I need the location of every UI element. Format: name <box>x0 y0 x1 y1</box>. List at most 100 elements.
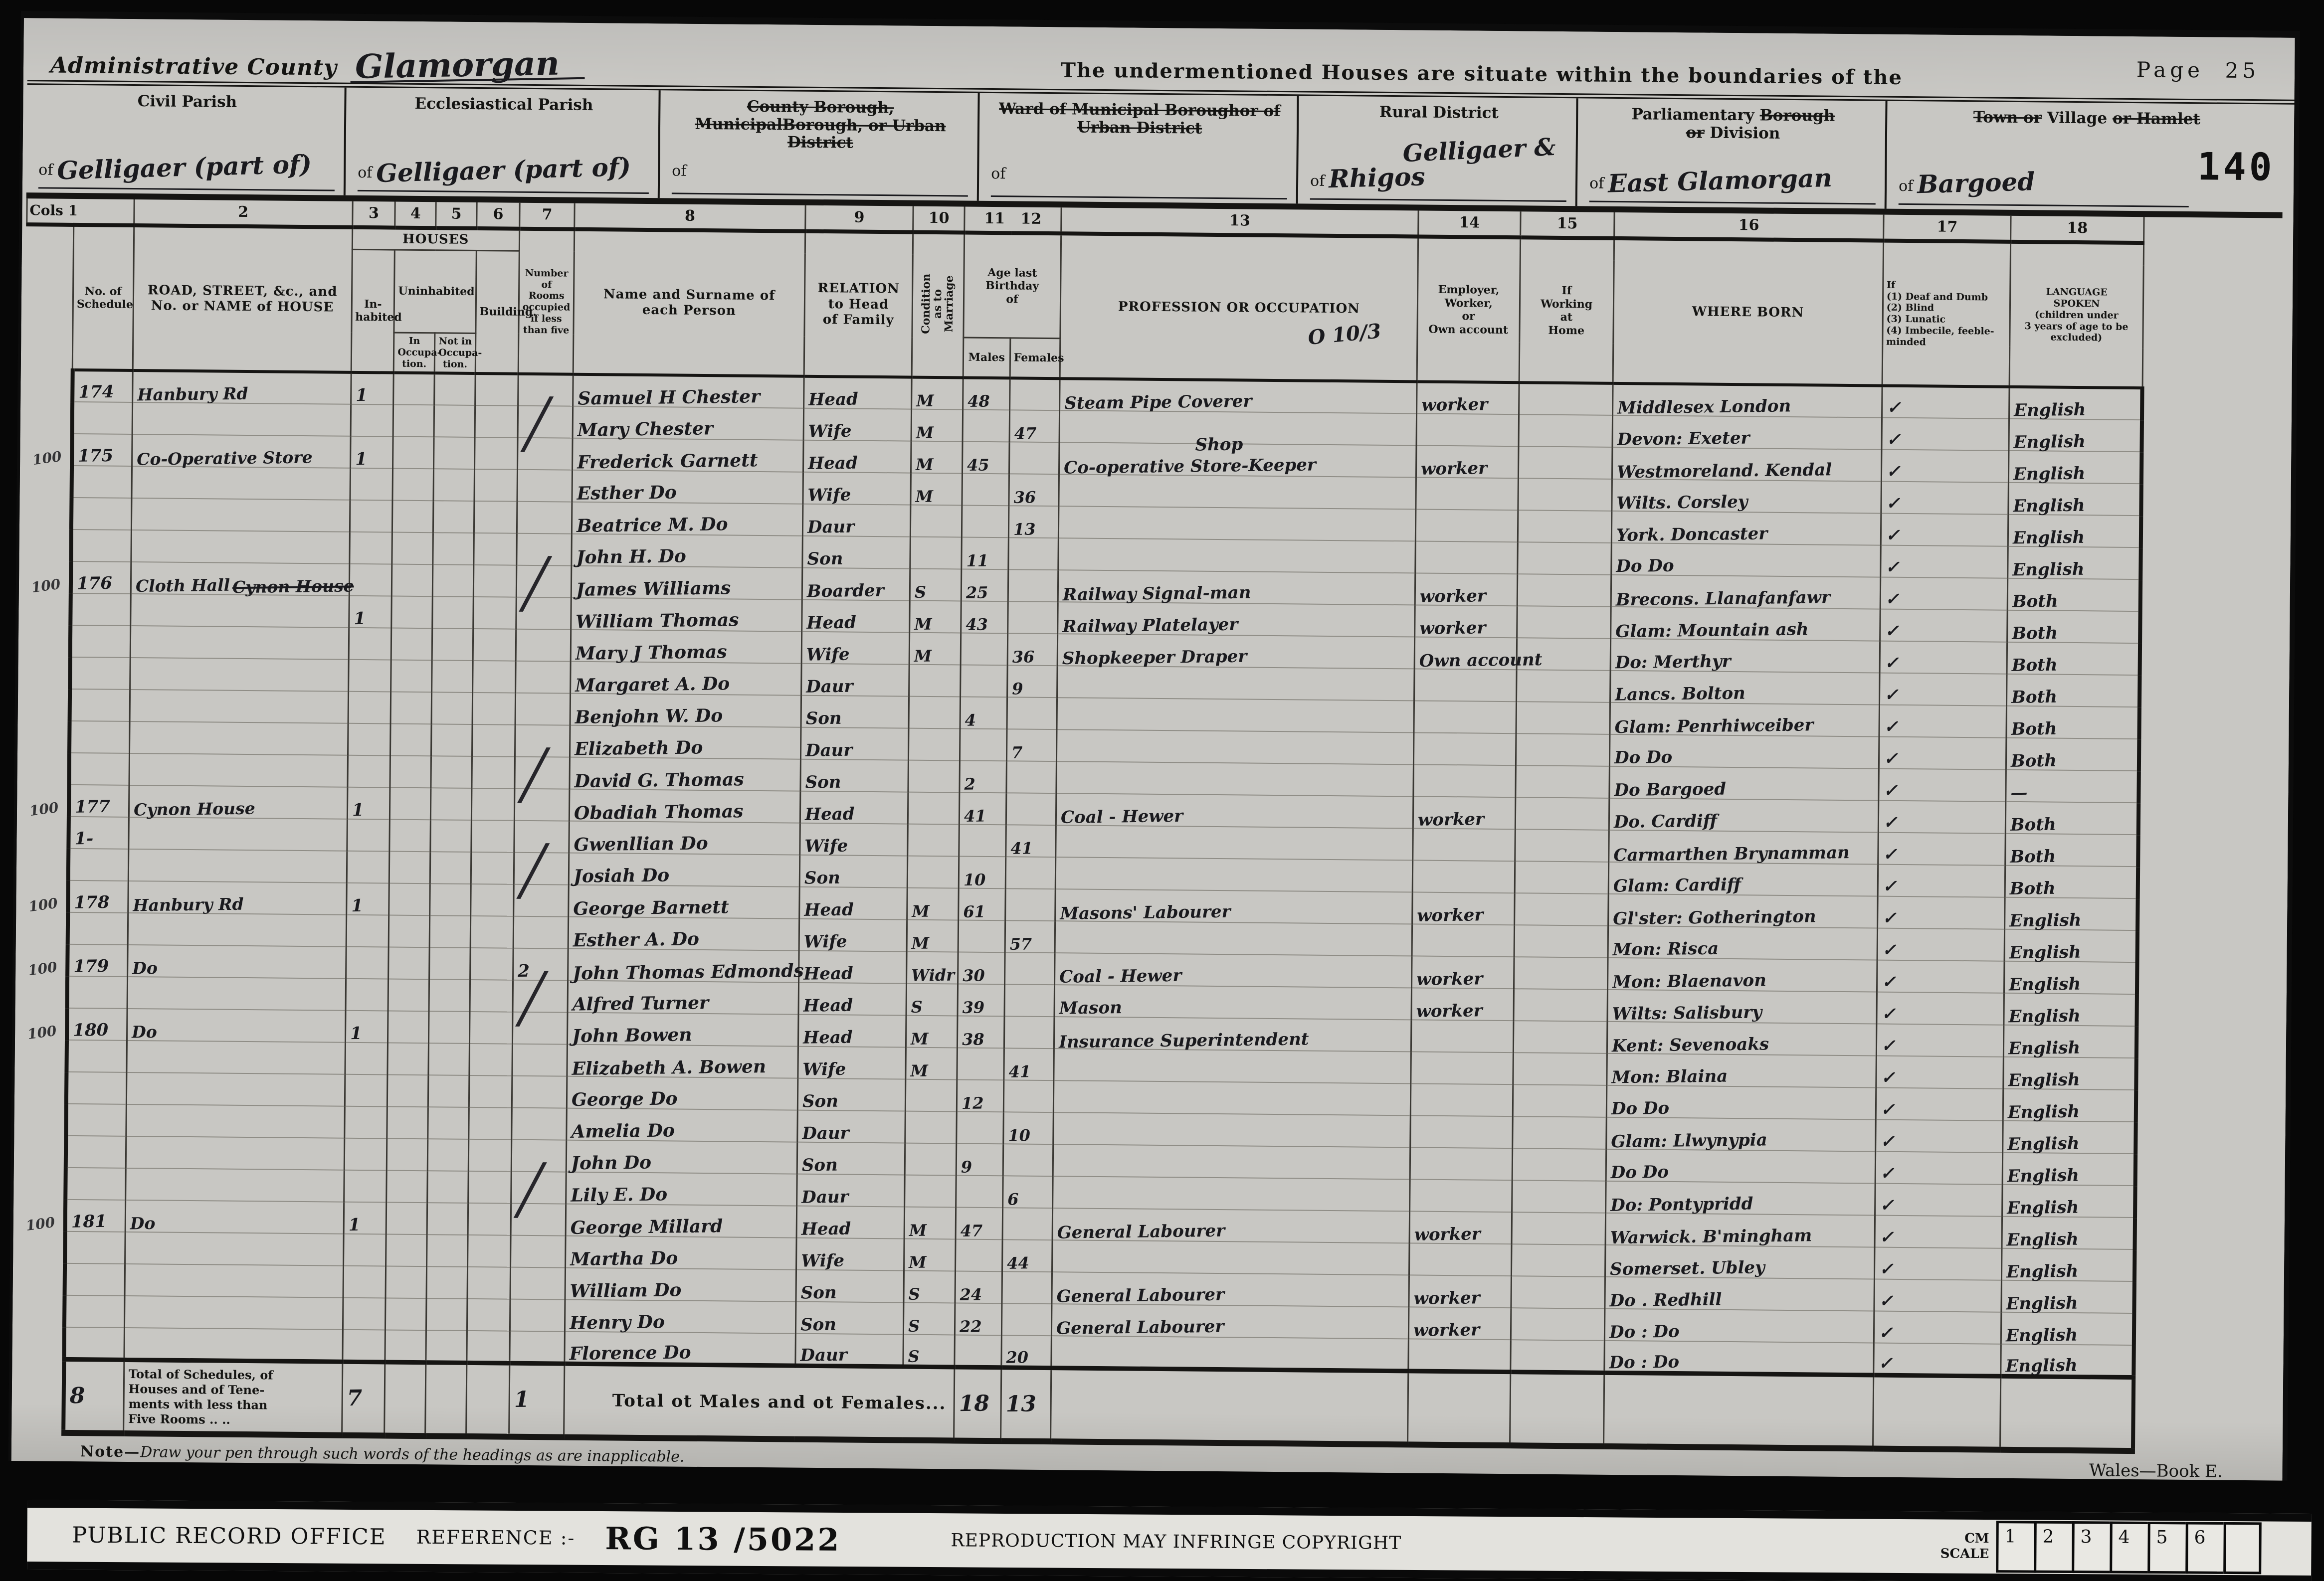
footnote: Note—Draw your pen through such words of… <box>80 1443 685 1466</box>
marital-condition: M <box>911 1029 929 1049</box>
marital-condition: M <box>912 901 930 921</box>
person-name: Margaret A. Do <box>575 673 730 697</box>
infirmity-tick: ✓ <box>1886 462 1901 482</box>
relation-to-head: Daur <box>805 740 853 761</box>
occupation: Railway Platelayer <box>1062 615 1238 637</box>
marital-condition: M <box>916 423 934 443</box>
employer-status: worker <box>1417 905 1484 926</box>
totals-females: 13 <box>1005 1391 1037 1417</box>
birthplace: Do: Pontypridd <box>1610 1194 1753 1216</box>
relation-to-head: Head <box>807 453 858 474</box>
town-village-label: Town or Village or Hamlet <box>1973 108 2200 129</box>
rural-district-value-line1: Gelligaer & <box>1402 133 1556 168</box>
person-name: John Thomas Edmonds <box>573 960 804 984</box>
employer-status: worker <box>1413 1320 1480 1341</box>
infirmity-tick: ✓ <box>1886 430 1901 450</box>
ruler-cell: 3 <box>2072 1521 2110 1574</box>
language-spoken: Both <box>2012 591 2059 612</box>
person-name: George Millard <box>570 1216 723 1239</box>
age-male: 48 <box>967 391 990 411</box>
relation-to-head: Wife <box>800 1250 844 1272</box>
col-females: Females <box>1009 338 1064 379</box>
relation-to-head: Head <box>803 899 854 921</box>
relation-to-head: Head <box>803 963 853 985</box>
infirmity-tick: ✓ <box>1883 780 1898 801</box>
house-name: Do <box>132 958 158 978</box>
col-name: Name and Surname of each Person <box>573 229 805 377</box>
relation-to-head: Daur <box>799 1345 847 1366</box>
occupation: Co-operative Store-Keeper <box>1063 455 1317 478</box>
col-profession: PROFESSION OR OCCUPATION <box>1060 233 1418 382</box>
birthplace: Glam: Llwynypia <box>1610 1130 1767 1152</box>
relation-to-head: Daur <box>805 677 853 698</box>
language-spoken: English <box>2007 1165 2080 1187</box>
ecclesiastical-parish-box: Ecclesiastical Parish of Gelligaer (part … <box>345 87 661 198</box>
person-name: Elizabeth Do <box>575 737 703 760</box>
infirmity-tick: ✓ <box>1878 1323 1893 1344</box>
occupation: Insurance Superintendent <box>1058 1029 1309 1053</box>
person-name: John Do <box>571 1152 652 1174</box>
age-male: 10 <box>963 870 986 890</box>
town-village-box: Town or Village or Hamlet 140 of Bargoed <box>1887 101 2284 212</box>
employer-status: worker <box>1413 1288 1480 1309</box>
relation-to-head: Son <box>805 708 842 729</box>
infirmity-tick: ✓ <box>1886 494 1901 514</box>
infirmity-tick: ✓ <box>1880 1131 1895 1152</box>
age-male: 39 <box>962 998 985 1018</box>
employer-status: worker <box>1417 809 1485 831</box>
language-spoken: English <box>2012 559 2085 580</box>
margin-mark: 100 <box>27 959 58 979</box>
totals-schedule: 8 <box>69 1383 85 1408</box>
age-male: 41 <box>964 806 986 826</box>
infirmity-tick: ✓ <box>1881 1036 1896 1056</box>
book-label: Wales—Book E. <box>2089 1460 2223 1481</box>
inhabited-mark: 1 <box>355 385 368 406</box>
col-relation: RELATION to Head of Family <box>803 231 914 378</box>
language-spoken: English <box>2008 1038 2081 1059</box>
civil-parish-value: Gelligaer (part of) <box>56 149 312 185</box>
reference-label: REFERENCE :- <box>416 1526 576 1549</box>
person-name: John Bowen <box>572 1024 693 1047</box>
relation-to-head: Boarder <box>806 580 884 602</box>
marital-condition: Widr <box>911 965 955 985</box>
birthplace: Do Do <box>1615 556 1674 577</box>
relation-to-head: Head <box>804 804 855 825</box>
language-spoken: Both <box>2011 655 2058 676</box>
birthplace: Mon: Risca <box>1612 938 1719 960</box>
occupation-insertion: Shop <box>1195 434 1243 455</box>
language-spoken: English <box>2005 1355 2078 1377</box>
marital-condition: M <box>910 1061 929 1081</box>
col-born: WHERE BORN <box>1612 238 1884 386</box>
age-female: 10 <box>1008 1126 1030 1146</box>
person-name: Samuel H Chester <box>578 386 761 409</box>
employer-status: worker <box>1421 394 1488 416</box>
occupation: Shopkeeper Draper <box>1062 647 1247 669</box>
marital-condition: M <box>912 933 930 953</box>
relation-to-head: Son <box>802 1091 838 1112</box>
civil-parish-box: Civil Parish of Gelligaer (part of) <box>26 85 347 195</box>
employer-status: worker <box>1419 618 1486 639</box>
age-female: 36 <box>1013 488 1036 508</box>
totals-males-females-label: Total ot Males and ot Females... <box>564 1364 955 1441</box>
person-name: James Williams <box>576 577 731 601</box>
birthplace: Do Do <box>1614 747 1673 768</box>
district-boxes: Civil Parish of Gelligaer (part of) Eccle… <box>26 85 2284 218</box>
infirmity-tick: ✓ <box>1885 557 1900 578</box>
age-female: 7 <box>1011 743 1023 763</box>
parliamentary-division-box: Parliamentary Borough or Division of East … <box>1577 98 1888 209</box>
birthplace: Glam: Cardiff <box>1613 875 1741 896</box>
house-name: Co-Operative Store <box>136 447 313 470</box>
language-spoken: Both <box>2011 751 2057 772</box>
relation-to-head: Head <box>801 1219 851 1240</box>
marital-condition: S <box>908 1347 920 1366</box>
house-name: Cynon House <box>133 798 255 820</box>
infirmity-tick: ✓ <box>1880 1067 1895 1088</box>
age-male: 61 <box>963 902 985 922</box>
age-male: 2 <box>964 774 975 794</box>
person-name: Frederick Garnett <box>577 450 759 473</box>
inhabited-mark: 1 <box>351 896 363 916</box>
birthplace: Do : Do <box>1609 1322 1680 1343</box>
schedule-number: 181 <box>71 1212 107 1232</box>
language-spoken: English <box>2009 942 2082 963</box>
